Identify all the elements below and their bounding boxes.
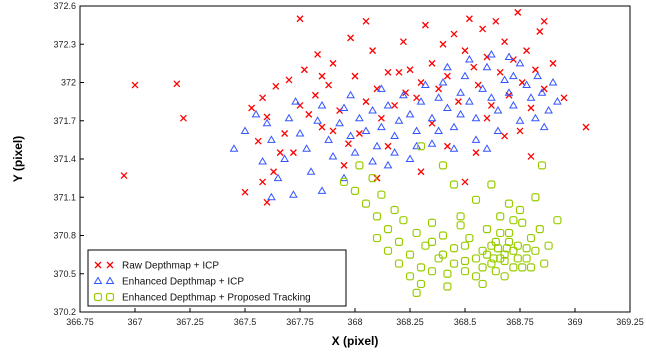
y-tick-label-5: 371.7: [53, 116, 76, 126]
x-tick-label-0: 366.75: [66, 317, 94, 327]
legend-label-1: Enhanced Depthmap + ICP: [122, 277, 244, 288]
y-axis-title: Y (pixel): [11, 136, 25, 182]
y-tick-label-7: 372.3: [53, 39, 76, 49]
y-tick-label-4: 371.4: [53, 154, 76, 164]
legend-label-0: Raw Depthmap + ICP: [122, 261, 219, 272]
legend: Raw Depthmap + ICP Enhanced Depthmap + IC…: [88, 250, 346, 306]
y-tick-label-8: 372.6: [53, 1, 76, 11]
x-axis-title: X (pixel): [332, 334, 379, 348]
x-tick-label-8: 368.75: [506, 317, 534, 327]
x-tick-label-4: 367.75: [286, 317, 314, 327]
y-tick-label-3: 371.1: [53, 192, 76, 202]
y-tick-label-1: 370.5: [53, 269, 76, 279]
y-tick-label-6: 372: [61, 78, 76, 88]
y-tick-label-2: 370.8: [53, 231, 76, 241]
x-tick-label-1: 367: [127, 317, 142, 327]
x-tick-label-7: 368.5: [454, 317, 477, 327]
x-tick-label-9: 369: [567, 317, 582, 327]
x-tick-label-2: 367.25: [176, 317, 204, 327]
legend-label-2: Enhanced Depthmap + Proposed Tracking: [122, 293, 311, 304]
x-tick-label-5: 368: [347, 317, 362, 327]
x-tick-label-3: 367.5: [234, 317, 257, 327]
x-tick-label-10: 369.25: [616, 317, 644, 327]
x-tick-label-6: 368.25: [396, 317, 424, 327]
y-tick-label-0: 370.2: [53, 307, 76, 317]
